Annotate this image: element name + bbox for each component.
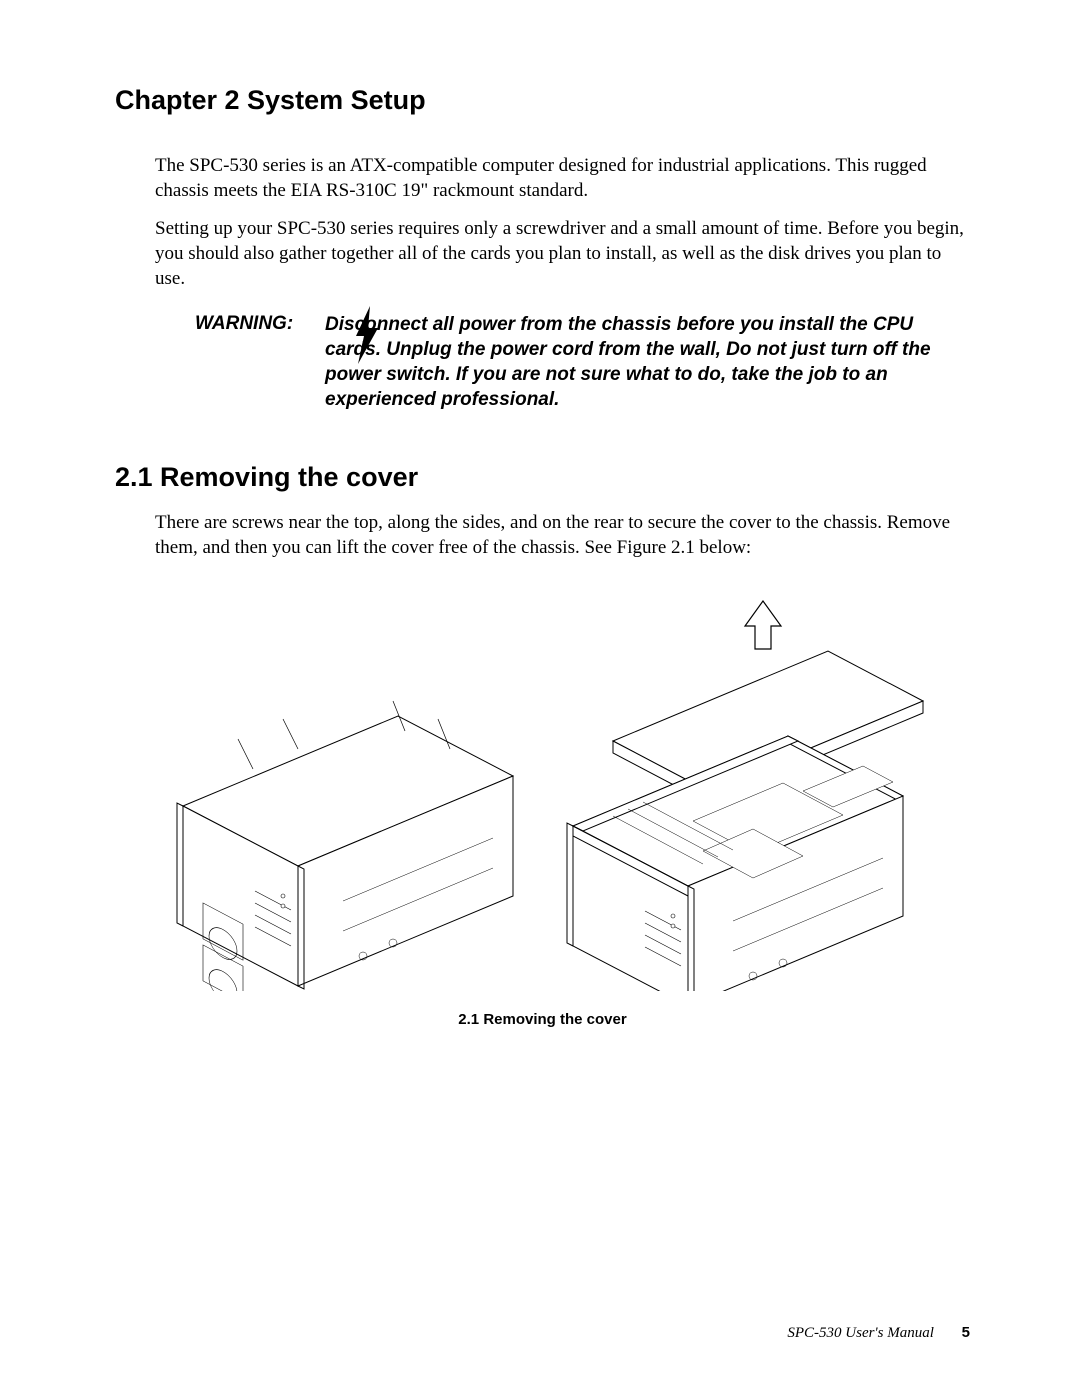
chapter-title: Chapter 2 System Setup bbox=[115, 85, 970, 116]
section-text: There are screws near the top, along the… bbox=[155, 511, 970, 560]
page-footer: SPC-530 User's Manual 5 bbox=[787, 1324, 970, 1342]
figure-caption: 2.1 Removing the cover bbox=[115, 1011, 970, 1028]
chapter-intro: The SPC-530 series is an ATX-compatible … bbox=[155, 154, 970, 291]
warning-text: Disconnect all power from the chassis be… bbox=[325, 313, 970, 412]
chassis-closed bbox=[177, 701, 513, 991]
chassis-open bbox=[567, 651, 923, 991]
lightning-icon bbox=[352, 306, 382, 369]
intro-paragraph-2: Setting up your SPC-530 series requires … bbox=[155, 217, 970, 291]
intro-paragraph-1: The SPC-530 series is an ATX-compatible … bbox=[155, 154, 970, 203]
up-arrow-icon bbox=[745, 601, 781, 649]
warning-block: WARNING: Disconnect all power from the c… bbox=[195, 313, 970, 412]
manual-name: SPC-530 User's Manual bbox=[787, 1325, 934, 1341]
chassis-diagram bbox=[143, 591, 943, 991]
section-title: 2.1 Removing the cover bbox=[115, 462, 970, 493]
figure-area bbox=[115, 591, 970, 991]
page-number: 5 bbox=[962, 1324, 970, 1341]
warning-label: WARNING: bbox=[195, 313, 325, 412]
